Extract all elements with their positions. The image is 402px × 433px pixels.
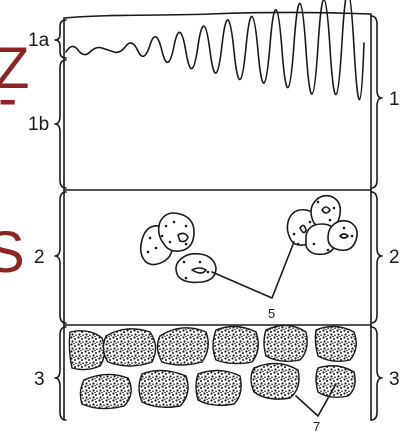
- label-layer-2-right: 2: [389, 247, 400, 268]
- right-brace-1: [370, 15, 383, 189]
- label-layer-1a: 1a: [28, 30, 50, 51]
- label-layer-3-left: 3: [34, 369, 45, 390]
- edge-fragment-s: S: [0, 220, 25, 285]
- callout-7-leader: [295, 383, 337, 417]
- callout-5-label: 5: [268, 306, 275, 321]
- right-brace-3: [370, 326, 383, 421]
- edge-fragment-z: Z: [0, 36, 29, 101]
- stippled-cell-layer: [68, 324, 357, 410]
- wavy-boundary: [65, 0, 365, 101]
- label-layer-3-right: 3: [389, 369, 400, 390]
- cell-cluster-left: [139, 212, 217, 284]
- left-brace-1a: [54, 19, 67, 59]
- callout-5-leader: [211, 241, 295, 299]
- left-brace-2: [54, 191, 67, 324]
- surface-line: [63, 11, 372, 19]
- label-layer-1-right: 1: [389, 89, 400, 110]
- left-brace-3: [54, 326, 67, 421]
- right-brace-2: [370, 191, 383, 324]
- label-layer-2-left: 2: [34, 247, 45, 268]
- left-brace-1b: [54, 59, 67, 189]
- edge-fragment-dash: -: [0, 66, 17, 131]
- cell-cluster-right: [286, 194, 358, 256]
- label-layer-1b: 1b: [28, 114, 49, 135]
- callout-7-label: 7: [313, 419, 320, 433]
